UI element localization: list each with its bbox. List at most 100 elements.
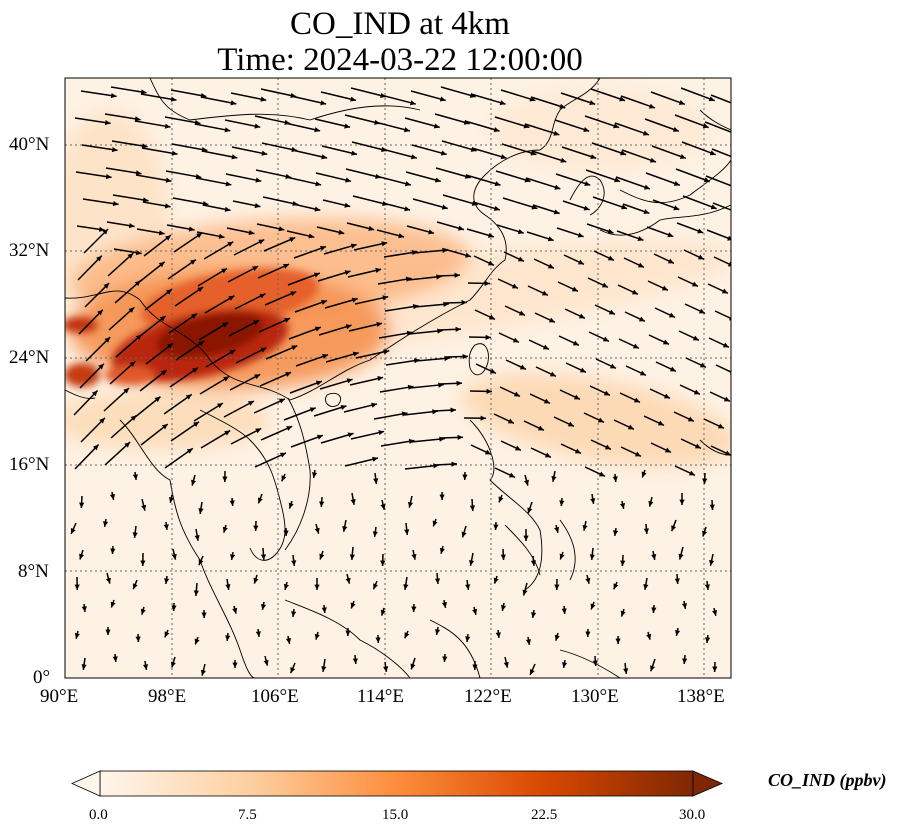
wind-arrow-shaft [531, 150, 567, 163]
wind-arrow-head [171, 553, 177, 560]
wind-arrow-head [404, 181, 411, 187]
lon-tick-label: 90°E [40, 686, 79, 707]
wind-arrow-shaft [435, 167, 471, 179]
wind-arrow-head [649, 157, 656, 163]
wind-arrow-head [522, 589, 528, 596]
wind-arrow-head [597, 417, 604, 423]
wind-arrow-head [724, 450, 731, 456]
wind-arrow-head [198, 508, 204, 514]
colorbar-extend-min [71, 770, 101, 797]
wind-arrow-shaft [644, 118, 680, 132]
wind-arrow-head [351, 150, 358, 156]
wind-arrow-shaft [225, 173, 262, 182]
wind-arrow-shaft [291, 149, 328, 159]
wind-arrow-head [127, 253, 134, 259]
wind-arrow-shaft [464, 120, 500, 132]
wind-arrow-head [548, 317, 555, 323]
wind-arrow-head [291, 345, 298, 351]
wind-arrow-shaft [85, 336, 111, 362]
wind-arrow-shaft [254, 452, 287, 468]
wind-arrow-shaft [410, 90, 446, 102]
wind-arrow-shaft [383, 250, 418, 258]
wind-arrow-head [554, 634, 560, 641]
lat-tick-label: 24°N [9, 347, 50, 368]
wind-arrow-head [578, 313, 585, 319]
wind-arrow-head [311, 472, 318, 478]
lat-tick-label: 32°N [9, 240, 50, 261]
wind-arrow-head [232, 607, 238, 614]
wind-arrow-head [455, 326, 461, 332]
wind-arrow-head [70, 527, 76, 534]
wind-arrow-head [352, 658, 358, 664]
wind-arrow-head [225, 584, 231, 590]
wind-arrow-head [613, 123, 620, 129]
wind-arrow-head [637, 262, 644, 268]
wind-arrow-shaft [554, 119, 590, 132]
wind-arrow-head [567, 421, 574, 427]
wind-arrow-head [373, 478, 379, 484]
wind-arrow-head [104, 119, 111, 126]
wind-arrow-head [614, 177, 621, 183]
wind-arrow-shaft [284, 122, 321, 132]
wind-arrow-shaft [138, 315, 167, 338]
wind-arrow-head [191, 313, 197, 319]
wind-arrow-head [193, 421, 200, 427]
wind-arrow-head [319, 501, 325, 507]
wind-arrow-shaft [74, 117, 111, 125]
wind-arrow-head [527, 507, 533, 514]
wind-arrow-head [441, 204, 448, 210]
wind-arrow-head [619, 502, 626, 509]
wind-arrow-head [609, 363, 616, 369]
wind-arrow-shaft [80, 417, 106, 443]
wind-arrow-shaft [561, 146, 597, 159]
wind-arrow-head [376, 321, 383, 328]
wind-arrow-head [728, 315, 731, 321]
wind-arrow-head [465, 252, 471, 258]
wind-arrow-shaft [164, 116, 201, 125]
wind-arrow-shaft [104, 113, 141, 121]
wind-arrow-head [154, 396, 161, 403]
wind-arrow-head [638, 316, 645, 322]
wind-arrow-head [97, 309, 103, 316]
wind-arrow-head [308, 233, 315, 239]
wind-arrow-head [345, 630, 351, 636]
wind-arrow-shaft [167, 258, 197, 280]
colorbar-label: CO_IND (ppbv) [768, 770, 887, 790]
wind-arrow-shaft [83, 228, 109, 254]
wind-arrow-head [193, 590, 199, 596]
wind-arrow-head [493, 577, 499, 584]
wind-arrow-head [128, 307, 135, 313]
wind-arrow-shaft [411, 144, 447, 156]
wind-arrow-head [140, 89, 147, 95]
wind-arrow-head [321, 299, 328, 305]
wind-arrow-head [495, 632, 501, 638]
wind-arrow-head [434, 177, 441, 183]
wind-arrow-head [571, 286, 578, 292]
wind-arrow-head [648, 500, 654, 507]
wind-arrow-shaft [112, 194, 149, 202]
wind-arrow-head [523, 479, 529, 486]
wind-arrow-head [500, 604, 507, 611]
wind-arrow-head [712, 609, 718, 616]
wind-arrow-shaft [711, 148, 731, 158]
wind-arrow-shaft [227, 265, 259, 283]
wind-arrow-head [503, 661, 509, 668]
wind-arrow-head [468, 559, 475, 566]
wind-arrow-head [671, 525, 677, 532]
wind-arrow-shaft [409, 383, 444, 389]
wind-arrow-shaft [381, 148, 418, 159]
wind-arrow-shaft [465, 174, 501, 186]
wind-arrow-shaft [650, 91, 686, 106]
wind-arrow-head [278, 398, 285, 404]
wind-arrow-shaft [375, 175, 412, 186]
wind-arrow-shaft [715, 364, 731, 373]
wind-arrow-shaft [80, 90, 117, 98]
wind-arrow-head [252, 266, 259, 272]
wind-arrow-shaft [111, 140, 148, 148]
wind-arrow-shaft [258, 317, 291, 333]
wind-arrow-head [135, 250, 142, 256]
wind-arrow-head [709, 559, 715, 566]
wind-arrow-head [560, 157, 567, 163]
wind-arrow-head [634, 451, 641, 457]
wind-arrow-head [590, 498, 596, 504]
